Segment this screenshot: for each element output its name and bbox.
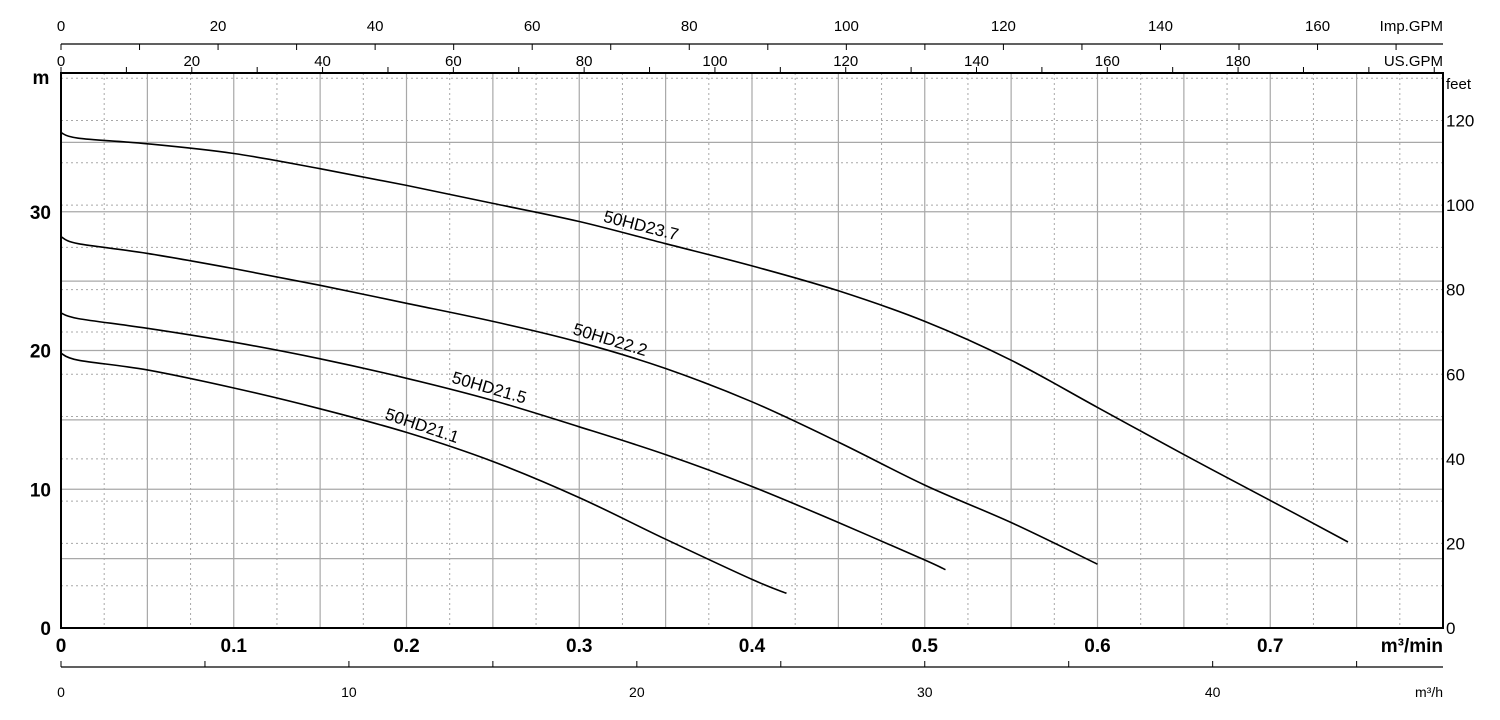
tick-label-feet: 20 — [1446, 534, 1465, 553]
axis-label-us-gpm: US.GPM — [1384, 53, 1443, 70]
series-line-50HD21.5 — [60, 312, 946, 571]
tick-marks — [60, 44, 1435, 667]
tick-label-x: 0.2 — [393, 636, 419, 657]
tick-label-x: 0 — [56, 636, 67, 657]
tick-label-y: 0 — [40, 619, 51, 640]
tick-label-imp-gpm: 20 — [210, 18, 227, 35]
series-label: 50HD22.2 — [571, 320, 650, 361]
tick-label-x: 0.6 — [1084, 636, 1110, 657]
axis-label-feet: feet — [1446, 76, 1472, 93]
tick-label-imp-gpm: 80 — [681, 18, 698, 35]
tick-label-imp-gpm: 140 — [1148, 18, 1173, 35]
tick-label-m3h: 10 — [341, 684, 357, 700]
tick-label-us-gpm: 180 — [1226, 53, 1251, 70]
series-line-50HD23.7 — [60, 131, 1349, 543]
tick-label-imp-gpm: 100 — [834, 18, 859, 35]
tick-label-imp-gpm: 40 — [367, 18, 384, 35]
tick-label-x: 0.3 — [566, 636, 592, 657]
tick-label-m3h: 40 — [1205, 684, 1221, 700]
tick-label-us-gpm: 80 — [576, 53, 593, 70]
tick-label-x: 0.5 — [912, 636, 939, 657]
series-label: 50HD23.7 — [602, 207, 681, 244]
tick-label-imp-gpm: 60 — [524, 18, 541, 35]
series-line-50HD22.2 — [60, 235, 1098, 565]
axis-label-x: m³/min — [1381, 636, 1443, 657]
plot-frame — [60, 72, 1444, 629]
series-curves — [60, 131, 1349, 595]
tick-label-feet: 0 — [1446, 619, 1455, 638]
tick-label-us-gpm: 40 — [314, 53, 331, 70]
series-label: 50HD21.1 — [383, 405, 462, 447]
series-line-50HD21.1 — [60, 352, 787, 595]
tick-label-y: 10 — [30, 480, 51, 501]
axis-label-m3h: m³/h — [1415, 684, 1443, 700]
tick-label-imp-gpm: 0 — [57, 18, 65, 35]
tick-label-m3h: 30 — [917, 684, 933, 700]
tick-label-us-gpm: 120 — [833, 53, 858, 70]
tick-label-us-gpm: 0 — [57, 53, 65, 70]
tick-label-us-gpm: 60 — [445, 53, 462, 70]
grid — [61, 73, 1443, 628]
tick-label-feet: 120 — [1446, 112, 1474, 131]
tick-label-us-gpm: 20 — [183, 53, 200, 70]
tick-label-us-gpm: 160 — [1095, 53, 1120, 70]
tick-label-us-gpm: 100 — [702, 53, 727, 70]
tick-label-feet: 80 — [1446, 281, 1465, 300]
axis-label-imp-gpm: Imp.GPM — [1380, 18, 1443, 35]
tick-label-us-gpm: 140 — [964, 53, 989, 70]
tick-label-imp-gpm: 120 — [991, 18, 1016, 35]
tick-label-imp-gpm: 160 — [1305, 18, 1330, 35]
tick-label-y: 30 — [30, 203, 51, 224]
tick-label-m3h: 0 — [57, 684, 65, 700]
tick-label-x: 0.4 — [739, 636, 766, 657]
tick-label-x: 0.7 — [1257, 636, 1283, 657]
axis-label-y: m — [33, 68, 50, 89]
tick-label-feet: 40 — [1446, 450, 1465, 469]
tick-label-m3h: 20 — [629, 684, 645, 700]
tick-label-x: 0.1 — [221, 636, 248, 657]
tick-label-feet: 100 — [1446, 196, 1474, 215]
tick-label-feet: 60 — [1446, 365, 1465, 384]
tick-label-y: 20 — [30, 342, 51, 363]
